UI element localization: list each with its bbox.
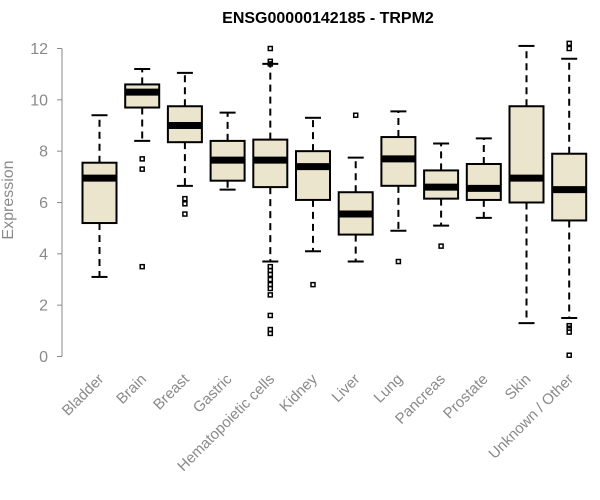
outlier-point xyxy=(438,243,444,249)
y-tick-label: 8 xyxy=(39,144,48,161)
outlier-point xyxy=(395,258,402,265)
category-label-skin: Skin xyxy=(502,371,535,404)
outlier-point xyxy=(139,156,145,162)
outlier-point xyxy=(566,45,572,52)
box-unknown-other xyxy=(551,40,588,358)
category-label-prostate: Prostate xyxy=(440,371,492,423)
outlier-point xyxy=(182,211,188,217)
outlier-point xyxy=(566,352,572,358)
outlier-point xyxy=(139,166,145,172)
chart-title: ENSG00000142185 - TRPM2 xyxy=(222,10,434,27)
box-series xyxy=(81,40,588,358)
box-pancreas xyxy=(423,142,460,249)
category-label-lung: Lung xyxy=(371,371,407,407)
box-liver xyxy=(337,112,374,263)
category-label-liver: Liver xyxy=(329,371,364,406)
outlier-point xyxy=(182,195,188,202)
iqr-box xyxy=(508,105,545,204)
outlier-point xyxy=(267,292,274,298)
box-gastric xyxy=(209,111,246,191)
y-tick-label: 6 xyxy=(39,195,48,212)
outlier-point xyxy=(182,201,188,207)
outlier-point xyxy=(267,61,274,67)
iqr-box xyxy=(295,150,331,201)
y-tick-label: 12 xyxy=(30,41,48,58)
outlier-point xyxy=(267,45,274,52)
iqr-box xyxy=(465,163,502,201)
box-kidney xyxy=(295,116,331,288)
outlier-point xyxy=(267,312,274,319)
y-tick-label: 2 xyxy=(39,298,48,315)
category-label-kidney: Kidney xyxy=(276,370,321,415)
box-prostate xyxy=(465,137,502,219)
outlier-point xyxy=(267,285,274,292)
outlier-point xyxy=(310,281,316,288)
outlier-point xyxy=(267,271,274,278)
y-tick-label: 0 xyxy=(39,349,48,366)
axes: 0 2 4 6 8 10 12 xyxy=(30,41,63,366)
iqr-box xyxy=(124,83,161,109)
category-label-bladder: Bladder xyxy=(59,371,108,420)
category-label-breast: Breast xyxy=(150,370,193,413)
outlier-point xyxy=(566,329,572,335)
y-tick-label: 4 xyxy=(39,246,48,263)
box-hematopoietic-cells xyxy=(252,45,289,337)
box-bladder xyxy=(81,114,118,278)
outlier-point xyxy=(267,330,274,337)
outlier-point xyxy=(352,112,359,118)
iqr-box xyxy=(81,161,118,225)
outlier-point xyxy=(267,276,274,283)
box-skin xyxy=(508,44,545,325)
box-brain xyxy=(124,68,161,270)
outlier-point xyxy=(139,263,145,270)
y-tick-label: 10 xyxy=(30,92,48,109)
y-axis-title: Expression xyxy=(0,160,17,239)
box-breast xyxy=(166,71,203,217)
category-label-brain: Brain xyxy=(113,371,150,408)
box-lung xyxy=(380,110,417,265)
outlier-point xyxy=(566,40,572,47)
